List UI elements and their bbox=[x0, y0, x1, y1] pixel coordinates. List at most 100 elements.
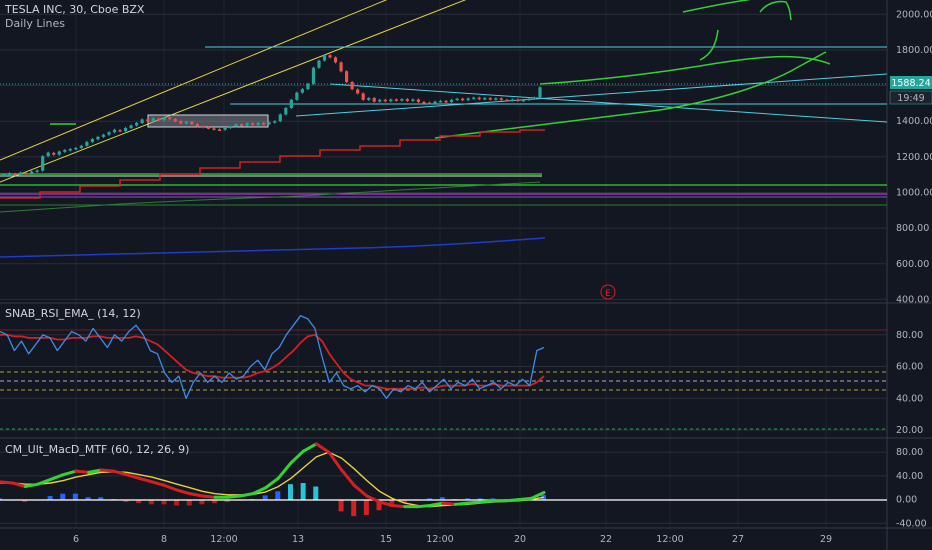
candle-body bbox=[416, 99, 421, 102]
macd-line-segment bbox=[276, 461, 293, 480]
candle-body bbox=[521, 99, 526, 102]
macd-histogram-bar bbox=[60, 493, 66, 500]
rsi-line bbox=[0, 315, 545, 399]
macd-line-segment bbox=[340, 468, 356, 487]
candle-body bbox=[483, 98, 487, 100]
candle-body bbox=[405, 99, 409, 101]
macd-histogram-bar bbox=[338, 499, 344, 512]
macd-line-segment bbox=[112, 469, 129, 477]
candle-body bbox=[461, 98, 465, 101]
candle-body bbox=[151, 118, 155, 122]
last-price-label: 1588.24 bbox=[891, 78, 930, 89]
candle-body bbox=[444, 100, 448, 103]
macd-histogram-bar bbox=[22, 499, 28, 502]
candle-body bbox=[350, 81, 354, 90]
candle-body bbox=[46, 152, 50, 157]
candle-body bbox=[107, 132, 111, 135]
macd-histogram-bar bbox=[351, 499, 357, 517]
candle-body bbox=[35, 170, 39, 172]
candle-body bbox=[2, 174, 6, 177]
macd-pane[interactable]: 80.00 40.00 0.00 -40.00 CM_Ult_MacD_MTF (60… bbox=[0, 442, 927, 529]
macd-line-segment bbox=[251, 486, 268, 496]
candle-body bbox=[63, 150, 67, 152]
rsi-ema-line bbox=[0, 333, 545, 390]
candle-body bbox=[168, 117, 172, 120]
candle-body bbox=[361, 93, 365, 100]
candle-body bbox=[13, 173, 17, 176]
macd-line-segment bbox=[238, 492, 255, 498]
symbol-title[interactable]: TESLA INC, 30, Cboe BZX bbox=[4, 3, 145, 16]
price-pane[interactable]: 2000.001800.001600.001400.001200.001000.… bbox=[0, 0, 932, 305]
candle-body bbox=[532, 97, 537, 100]
candle-body bbox=[85, 141, 89, 146]
macd-line-segment bbox=[466, 500, 483, 505]
candle-body bbox=[273, 121, 277, 123]
candle-body bbox=[400, 99, 404, 101]
candle-body bbox=[162, 117, 166, 121]
macd-histogram-bar bbox=[212, 499, 218, 504]
macd-histogram-bar bbox=[287, 484, 293, 500]
candle-body bbox=[378, 99, 382, 102]
macd-line-segment bbox=[302, 442, 318, 453]
candle-body bbox=[477, 97, 481, 100]
macd-histogram-bar bbox=[262, 495, 268, 500]
macd-histogram-bar bbox=[98, 497, 104, 500]
macd-line-segment bbox=[441, 501, 457, 506]
candle-body bbox=[300, 89, 304, 93]
candle-body bbox=[228, 126, 233, 129]
candle-body bbox=[179, 121, 183, 124]
macd-line-segment bbox=[0, 480, 15, 485]
macd-line-segment bbox=[226, 494, 242, 499]
candle-body bbox=[74, 147, 78, 150]
macd-histogram-bar bbox=[47, 496, 53, 500]
rsi-title[interactable]: SNAB_RSI_EMA_ (14, 12) bbox=[5, 307, 141, 320]
macd-line-segment bbox=[150, 480, 166, 487]
macd-histogram-bar bbox=[439, 497, 445, 500]
study-label[interactable]: Daily Lines bbox=[5, 17, 65, 30]
macd-line-segment bbox=[49, 473, 65, 481]
candle-body bbox=[427, 102, 432, 105]
countdown-tag bbox=[889, 90, 932, 105]
price-axis-tick-label: 800.00 bbox=[896, 223, 929, 234]
candle-body bbox=[223, 127, 227, 130]
candle-body bbox=[240, 124, 244, 126]
rsi-axis-tick-label: 20.00 bbox=[896, 425, 923, 436]
candle-body bbox=[41, 156, 45, 171]
candle-body bbox=[505, 99, 509, 102]
macd-line-segment bbox=[162, 483, 179, 492]
price-axis-tick-label: 1800.00 bbox=[896, 45, 932, 56]
candle-body bbox=[140, 119, 144, 123]
macd-line-segment bbox=[314, 442, 331, 454]
rsi-pane[interactable]: 80.00 60.00 40.00 20.00 SNAB_RSI_EMA_ (14, … bbox=[0, 307, 923, 436]
macd-axis-tick-label: -40.00 bbox=[896, 518, 927, 529]
macd-histogram-bar bbox=[313, 486, 319, 500]
macd-line-segment bbox=[125, 473, 141, 480]
candle-body bbox=[383, 99, 387, 102]
macd-line-segment bbox=[36, 477, 53, 486]
candle-body bbox=[256, 122, 260, 125]
macd-line-segment bbox=[74, 469, 91, 474]
time-axis[interactable]: 6 8 12:00 13 15 12:00 20 22 12:00 27 29 bbox=[73, 534, 832, 545]
candle-body bbox=[267, 122, 271, 125]
macd-title[interactable]: CM_Ult_MacD_MTF (60, 12, 26, 9) bbox=[5, 443, 189, 456]
candle-body bbox=[344, 71, 349, 82]
candle-body bbox=[449, 99, 454, 102]
candle-body bbox=[306, 83, 310, 90]
candle-body bbox=[135, 122, 139, 126]
candle-body bbox=[466, 98, 470, 101]
macd-line-segment bbox=[200, 494, 217, 499]
candle-body bbox=[118, 130, 122, 132]
time-tick-label: 27 bbox=[732, 534, 744, 545]
earnings-icon[interactable] bbox=[600, 284, 616, 300]
macd-histogram-bar bbox=[389, 499, 395, 507]
macd-line-segment bbox=[517, 496, 533, 502]
time-tick-label: 8 bbox=[161, 534, 167, 545]
macd-line-segment bbox=[188, 492, 204, 498]
candle-body bbox=[289, 99, 293, 109]
macd-line-segment bbox=[428, 501, 445, 507]
earnings-marker: E bbox=[605, 289, 611, 299]
candle-body bbox=[251, 123, 255, 125]
candle-body bbox=[262, 122, 266, 125]
candle-body bbox=[201, 126, 205, 128]
